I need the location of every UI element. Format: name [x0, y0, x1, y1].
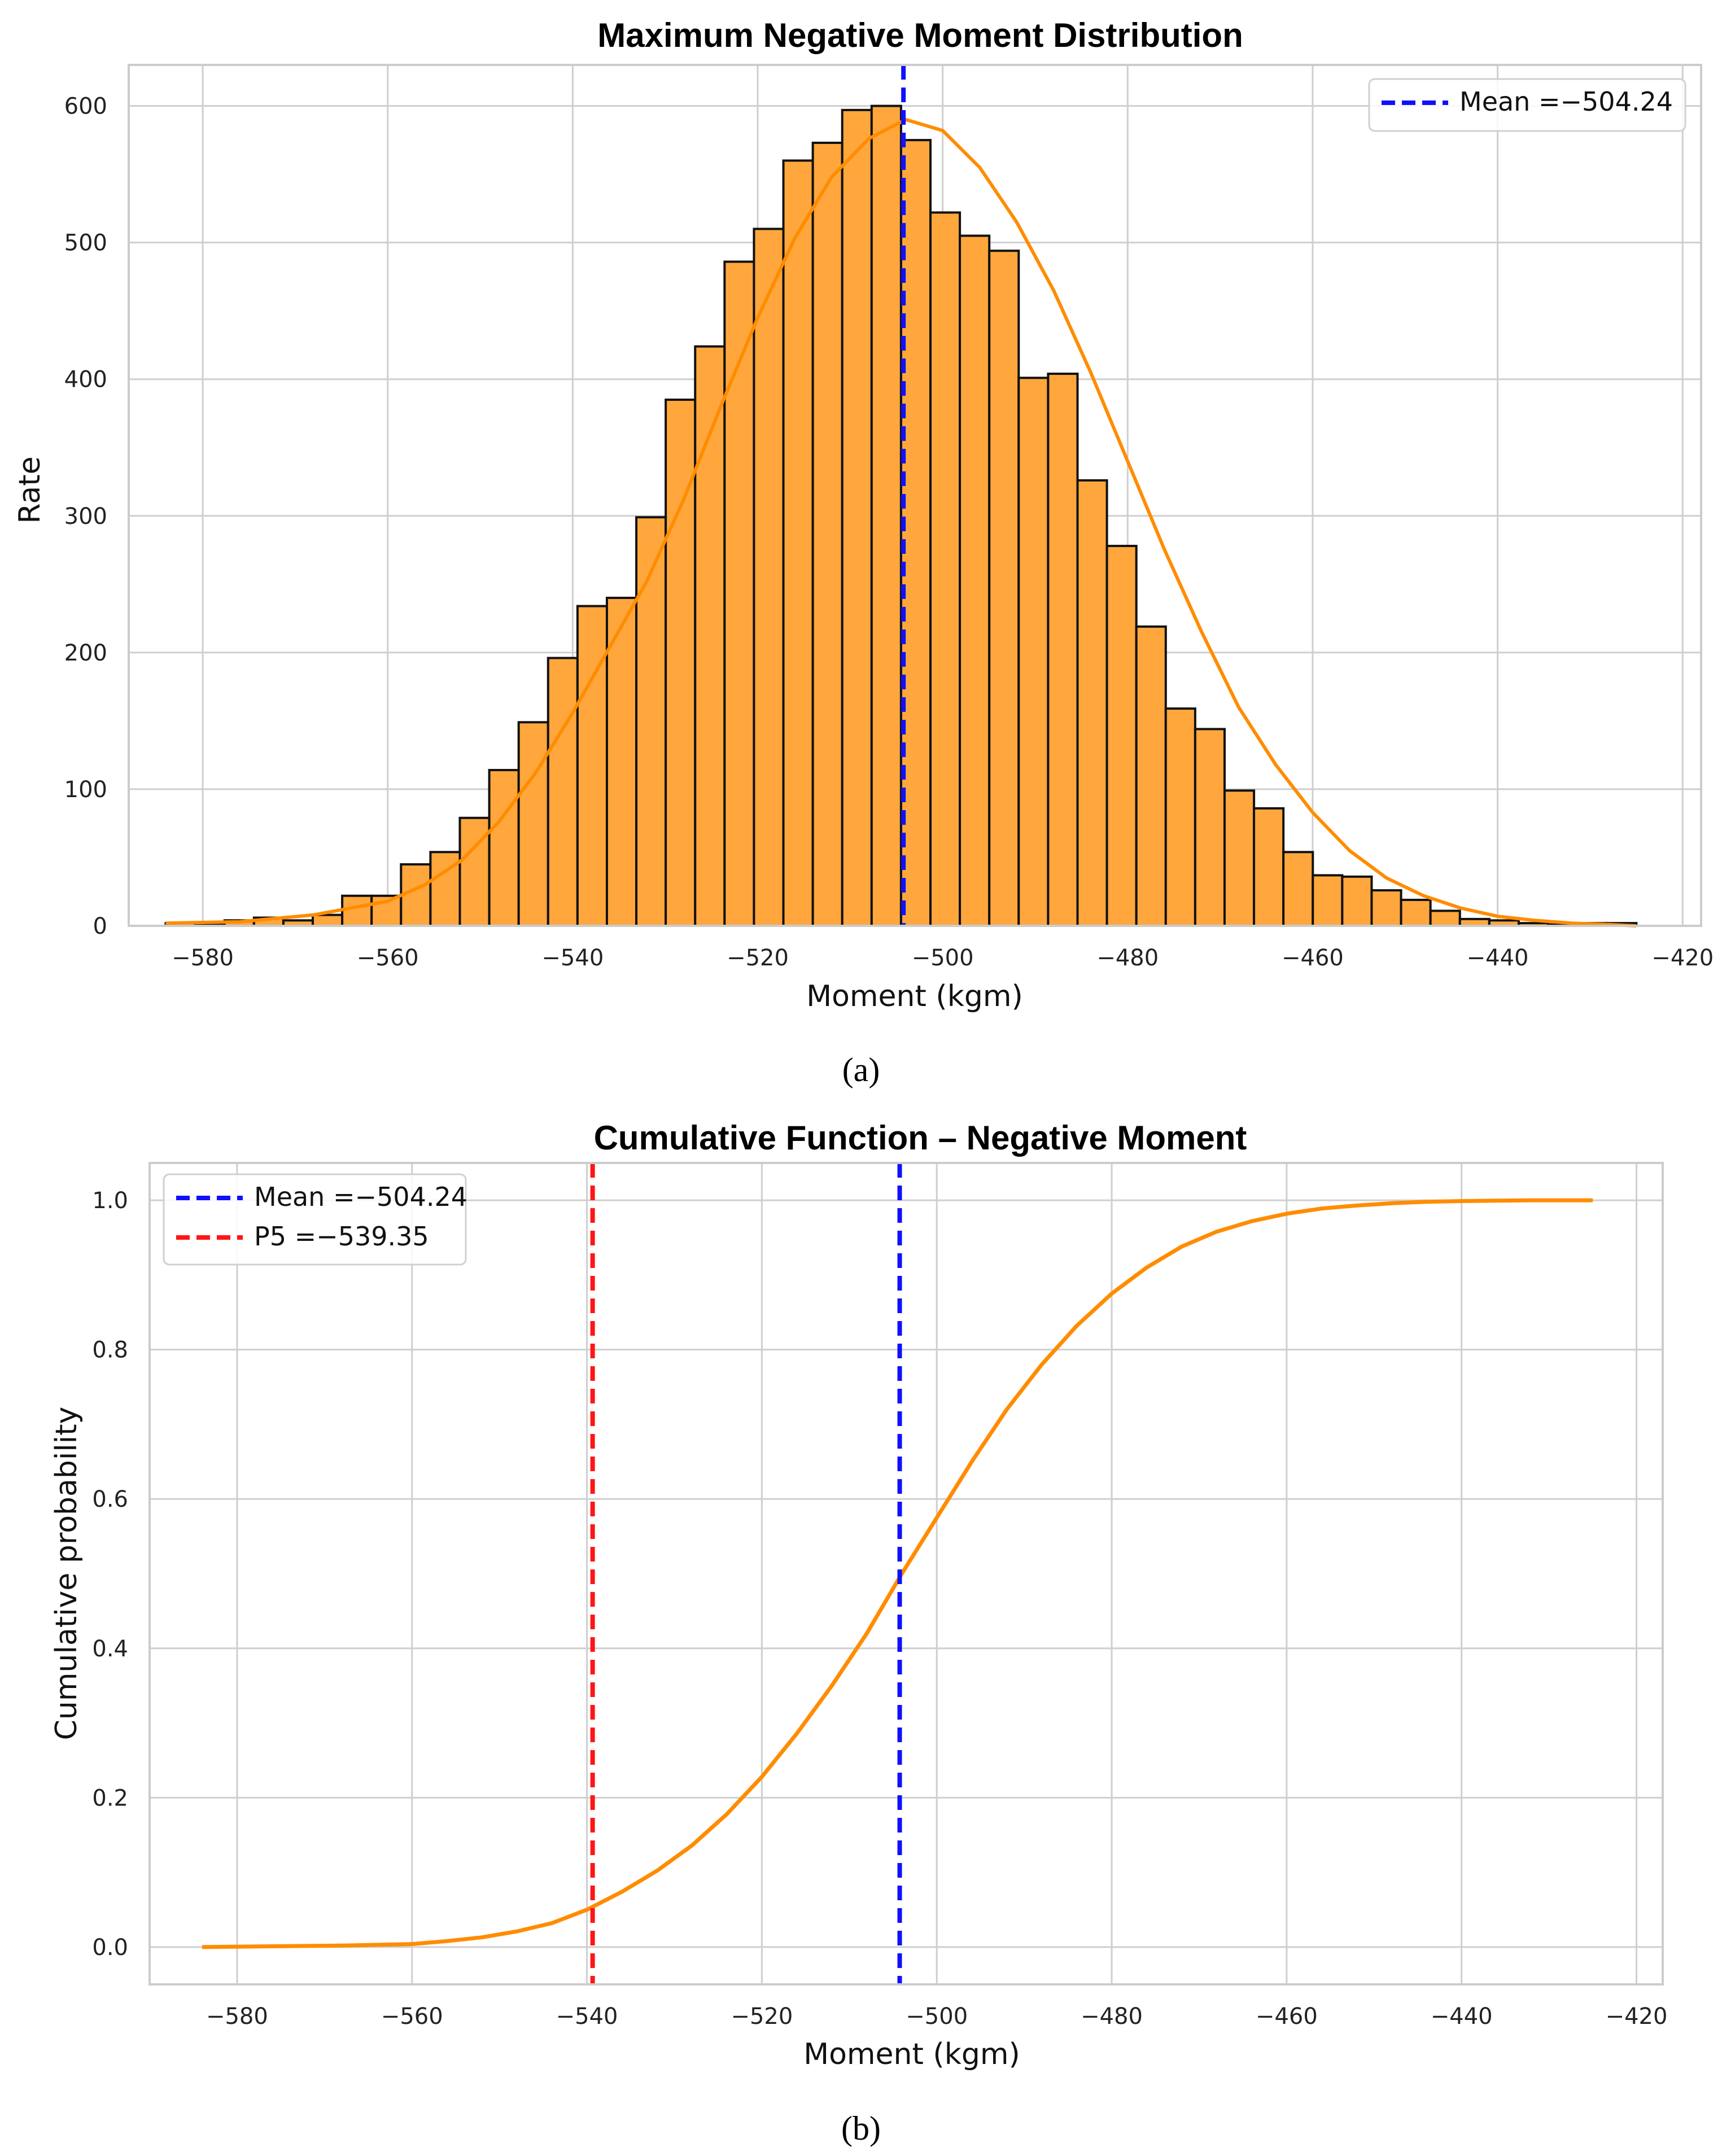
chart-a-kde-line: [165, 117, 1637, 928]
panel-b-cdf: Cumulative Function – Negative Moment −5…: [50, 1119, 1667, 2147]
panel-b-label: (b): [841, 2110, 881, 2147]
chart-b-x-tick-label: −480: [1081, 2004, 1143, 2030]
chart-b-x-tick-label: −560: [381, 2004, 443, 2030]
chart-a-bar: [694, 345, 726, 928]
chart-b-x-tick-label: −520: [731, 2004, 793, 2030]
chart-a-bar: [341, 894, 373, 927]
chart-a-bar: [811, 141, 843, 927]
chart-b-reference-lines: [590, 1163, 902, 1984]
chart-b-x-tick-label: −500: [906, 2004, 968, 2030]
chart-a-y-tick-label: 600: [64, 94, 107, 120]
panel-a-label: (a): [842, 1051, 880, 1088]
chart-b-x-tick-labels: −580 −560 −540 −520 −500 −480 −460 −440 −420: [206, 2004, 1667, 2030]
chart-b-legend-label: Mean =−504.24: [254, 1182, 467, 1212]
chart-a-bar: [1429, 909, 1461, 928]
chart-a-bar: [782, 159, 814, 927]
chart-b-legend-label: P5 =−539.35: [254, 1221, 429, 1252]
chart-a-x-tick-label: −580: [172, 945, 234, 971]
chart-b-y-tick-label: 0.2: [92, 1785, 128, 1811]
chart-a-y-tick-label: 300: [64, 504, 107, 530]
chart-b-cdf-path: [202, 1198, 1593, 1949]
chart-a-bar: [959, 234, 991, 928]
chart-a-bar: [1312, 874, 1344, 928]
chart-b-y-axis-label: Cumulative probability: [50, 1407, 84, 1740]
chart-a-bar: [1194, 728, 1226, 928]
chart-a-legend-label: Mean =−504.24: [1459, 86, 1673, 117]
chart-a-x-tick-label: −520: [727, 945, 789, 971]
chart-b-y-tick-label: 0.4: [92, 1636, 128, 1662]
chart-b-y-tick-label: 0.6: [92, 1486, 128, 1512]
chart-a-bar: [988, 250, 1020, 928]
chart-a-bar: [841, 108, 873, 927]
chart-a-bar: [1253, 807, 1285, 928]
chart-a-x-tick-label: −500: [912, 945, 974, 971]
chart-a-bar: [723, 260, 755, 928]
chart-a-bar: [488, 769, 520, 927]
chart-a-legend: Mean =−504.24: [1368, 78, 1686, 132]
chart-a-bar: [1341, 875, 1373, 928]
chart-b-x-tick-label: −540: [556, 2004, 618, 2030]
chart-a-y-tick-label: 100: [64, 777, 107, 803]
chart-b-x-tick-label: −440: [1431, 2004, 1493, 2030]
chart-a-bar: [576, 605, 608, 927]
chart-a-bar: [753, 228, 785, 927]
chart-a-x-axis-label: Moment (kgm): [806, 979, 1023, 1013]
chart-b-grid: [150, 1163, 1663, 1984]
chart-a-bars: [164, 104, 1638, 928]
chart-b-y-tick-label: 0.0: [92, 1935, 128, 1961]
chart-a-frame: [128, 64, 1702, 927]
chart-a-bar: [1400, 899, 1432, 927]
chart-a-y-tick-label: 200: [64, 640, 107, 666]
chart-a-bar: [1282, 851, 1314, 928]
chart-a-kde-curve: [165, 117, 1637, 928]
chart-a-bar: [1135, 625, 1167, 927]
chart-b-x-axis-label: Moment (kgm): [803, 2037, 1020, 2071]
chart-b-y-tick-label: 0.8: [92, 1337, 128, 1363]
chart-b-cdf-line: [202, 1198, 1593, 1949]
chart-a-x-tick-label: −560: [357, 945, 419, 971]
chart-a-bar: [1223, 789, 1256, 928]
chart-a-y-tick-labels: 0 100 200 300 400 500 600: [64, 94, 107, 939]
chart-a-x-tick-label: −440: [1467, 945, 1529, 971]
chart-a-bar: [1164, 707, 1196, 927]
chart-a-bar: [1076, 479, 1108, 927]
chart-a-bar: [635, 516, 667, 927]
chart-a-bar: [547, 657, 579, 927]
chart-b-x-tick-label: −460: [1256, 2004, 1318, 2030]
chart-a-bar: [312, 913, 344, 927]
chart-a-bar: [870, 104, 902, 928]
chart-a-x-tick-labels: −580 −560 −540 −520 −500 −480 −460 −440 −420: [172, 945, 1714, 971]
chart-b-frame: [148, 1162, 1664, 1986]
chart-a-bar: [1047, 373, 1079, 927]
chart-a-bar: [517, 721, 549, 928]
chart-a-bar: [1105, 545, 1138, 927]
chart-a-bar: [1017, 377, 1050, 927]
chart-a-bar: [929, 211, 961, 927]
chart-a-x-tick-label: −420: [1651, 945, 1714, 971]
chart-a-y-axis-label: Rate: [13, 456, 47, 523]
chart-a-y-tick-label: 500: [64, 230, 107, 256]
chart-a-x-tick-label: −460: [1282, 945, 1344, 971]
chart-a-y-tick-label: 400: [64, 367, 107, 393]
chart-b-x-tick-label: −580: [206, 2004, 268, 2030]
chart-b-x-tick-label: −420: [1606, 2004, 1668, 2030]
chart-b-y-tick-label: 1.0: [92, 1188, 128, 1214]
chart-a-bar: [1370, 889, 1402, 927]
chart-b-title: Cumulative Function – Negative Moment: [594, 1119, 1247, 1157]
chart-a-x-tick-label: −480: [1096, 945, 1159, 971]
panel-a-histogram: Maximum Negative Moment Distribution −58…: [13, 16, 1714, 1088]
chart-b-legend: Mean =−504.24 P5 =−539.35: [163, 1173, 467, 1266]
chart-a-title: Maximum Negative Moment Distribution: [597, 16, 1243, 54]
chart-a-y-tick-label: 0: [93, 913, 107, 939]
chart-b-y-tick-labels: 0.0 0.2 0.4 0.6 0.8 1.0: [92, 1188, 128, 1961]
chart-a-x-tick-label: −540: [541, 945, 604, 971]
chart-a-legend-box: [1368, 78, 1686, 132]
